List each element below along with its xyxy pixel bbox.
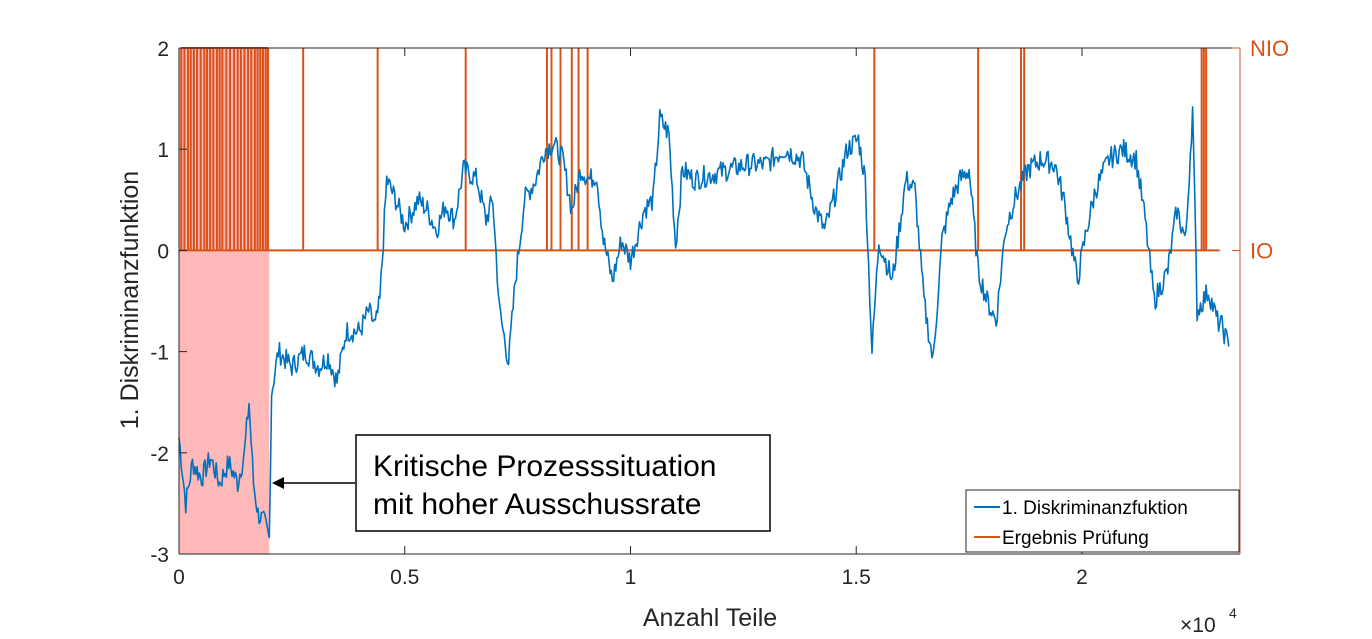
tick-labels: 0 0.5 1 1.5 2 2 1 0 -1 -2 -3 NIO IO xyxy=(150,36,1289,589)
x-tick-label: 2 xyxy=(1076,566,1088,589)
x-exponent: ×10 4 xyxy=(1180,605,1237,637)
y-tick-label: -1 xyxy=(150,342,169,365)
series-layer xyxy=(178,47,1230,539)
annotation-box xyxy=(355,434,771,532)
y-tick-label: 0 xyxy=(157,240,169,263)
x-tick-label: 1.5 xyxy=(842,566,871,589)
diskriminanz-line xyxy=(178,106,1230,539)
legend-label-series1: 1. Diskriminanzfuktion xyxy=(1002,498,1188,519)
annotation-arrowhead xyxy=(272,477,284,489)
axes xyxy=(178,47,1241,555)
y-tick-label: -2 xyxy=(150,443,169,466)
y-tick-label: 2 xyxy=(157,38,169,61)
x-axis-label: Anzahl Teile xyxy=(643,604,777,632)
svg-text:4: 4 xyxy=(1229,605,1237,621)
legend: 1. Diskriminanzfuktion Ergebnis Prüfung xyxy=(965,489,1240,553)
svg-text:×10: ×10 xyxy=(1180,614,1216,637)
y-tick-label: 1 xyxy=(157,139,169,162)
right-tick-label: IO xyxy=(1250,238,1273,263)
x-tick-label: 0.5 xyxy=(390,566,419,589)
annotation-line1: Kritische Prozesssituation xyxy=(373,450,716,483)
x-tick-label: 1 xyxy=(625,566,637,589)
y-axis-label: 1. Diskriminanzfunktion xyxy=(116,171,144,429)
legend-label-series2: Ergebnis Prüfung xyxy=(1002,528,1149,549)
y-tick-label: -3 xyxy=(150,544,169,567)
annotation-line2: mit hoher Ausschussrate xyxy=(373,488,702,521)
annotation: Kritische Prozesssituation mit hoher Aus… xyxy=(272,434,771,532)
x-tick-label: 0 xyxy=(173,566,185,589)
right-tick-label: NIO xyxy=(1250,36,1289,61)
